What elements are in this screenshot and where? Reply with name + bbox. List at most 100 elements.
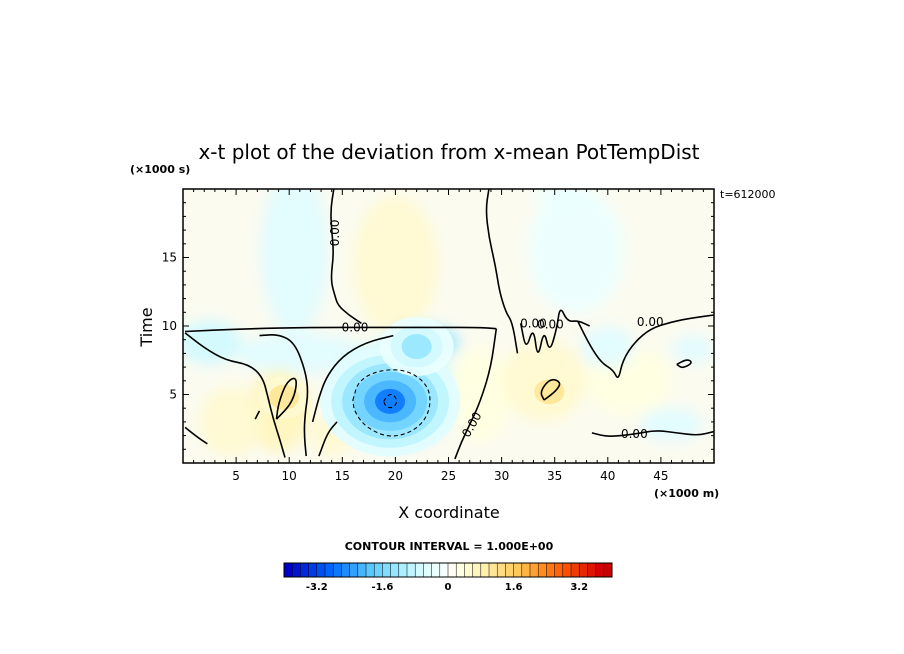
shading-blob <box>528 189 624 313</box>
shading-blob <box>639 408 704 442</box>
zero-contour <box>184 426 208 445</box>
contour-label: 0.00 <box>537 318 564 332</box>
shading-blob <box>581 326 635 368</box>
chart-title: x-t plot of the deviation from x-mean Po… <box>198 140 699 164</box>
y-axis-title: Time <box>137 307 156 347</box>
zero-contour <box>577 314 714 379</box>
colorbar-swatch <box>530 563 539 577</box>
shading-blob <box>671 335 714 363</box>
x-tick-label: 20 <box>388 469 403 483</box>
contour-interval-label: CONTOUR INTERVAL = 1.000E+00 <box>345 540 554 553</box>
negative-contour <box>383 393 398 409</box>
colorbar-swatch <box>341 563 350 577</box>
colorbar-swatch <box>489 563 498 577</box>
axis-tick-labels: 5 10 15 20 25 30 35 40 45 5 10 15 <box>162 251 669 484</box>
colorbar-swatch <box>562 563 572 577</box>
colorbar-swatch <box>374 563 383 577</box>
zero-contour <box>454 328 498 460</box>
colorbar-swatch <box>546 563 555 577</box>
shading-blob <box>236 332 364 374</box>
shading-core <box>401 334 432 360</box>
shading-core <box>268 384 299 410</box>
y-tick-label: 5 <box>169 388 177 402</box>
shading-blob <box>198 387 263 457</box>
colorbar-swatch <box>456 563 465 577</box>
colorbar-swatch <box>587 563 596 577</box>
x-tick-label: 25 <box>441 469 456 483</box>
contour-label: 0.00 <box>328 219 342 246</box>
y-tick-label: 15 <box>162 251 177 265</box>
colorbar-swatch <box>390 563 400 577</box>
colorbar-tick-label: 0 <box>445 582 452 593</box>
colorbar-swatch <box>382 563 391 577</box>
colorbar-swatch <box>603 563 613 577</box>
colorbar-tick-label: -1.6 <box>371 582 393 593</box>
zero-contour <box>259 334 309 457</box>
colorbar-swatch <box>292 563 301 577</box>
colorbar-swatch <box>579 563 588 577</box>
colorbar-tick-label: -3.2 <box>306 582 328 593</box>
shading-blob <box>183 320 242 365</box>
contour-label: 0.00 <box>637 315 664 329</box>
shading-blob <box>448 346 513 443</box>
zero-contour <box>184 332 286 458</box>
zero-contour <box>519 309 591 353</box>
colorbar-swatch <box>300 563 309 577</box>
x-tick-label: 35 <box>547 469 562 483</box>
colorbar-swatch <box>472 563 482 577</box>
colorbar <box>283 562 613 578</box>
shading-blob <box>352 195 438 333</box>
colorbar-frame <box>283 562 613 578</box>
y-unit-label: (×1000 s) <box>130 163 190 176</box>
shading-core <box>375 388 406 414</box>
zero-contour <box>330 189 362 324</box>
contour-label: 0.00 <box>520 316 547 330</box>
y-tick-label: 10 <box>162 319 177 333</box>
shading-core <box>534 379 565 405</box>
colorbar-swatch <box>423 563 432 577</box>
zero-contour <box>275 377 297 420</box>
axis-ticks <box>183 189 714 463</box>
colorbar-swatch <box>284 563 293 577</box>
colorbar-swatch <box>308 563 318 577</box>
colorbar-swatch <box>398 563 408 577</box>
colorbar-swatch <box>464 563 473 577</box>
x-tick-label: 5 <box>232 469 240 483</box>
colorbar-swatch <box>448 563 457 577</box>
x-tick-label: 30 <box>494 469 509 483</box>
zero-contour <box>540 378 561 401</box>
colorbar-swatch <box>439 563 449 577</box>
zero-contour <box>485 189 519 354</box>
colorbar-swatch <box>513 563 523 577</box>
colorbar-swatch <box>595 563 605 577</box>
plot-area: 0.000.000.000.000.00 0.000.00 <box>183 189 714 463</box>
colorbar-swatch <box>480 563 490 577</box>
colorbar-tick-label: 3.2 <box>570 582 588 593</box>
colorbar-tick-labels: -3.2 -1.6 0 1.6 3.2 <box>306 582 588 593</box>
x-tick-label: 10 <box>282 469 297 483</box>
colorbar-tick-label: 1.6 <box>505 582 523 593</box>
colorbar-swatch <box>415 563 424 577</box>
x-tick-label: 15 <box>335 469 350 483</box>
colorbar-swatch <box>325 563 334 577</box>
colorbar-swatch <box>497 563 506 577</box>
zero-contour <box>676 359 692 369</box>
colorbar-swatch <box>431 563 441 577</box>
time-stamp: t=612000 <box>720 188 776 201</box>
colorbar-swatch <box>571 563 580 577</box>
colorbar-swatch <box>554 563 564 577</box>
x-unit-label: (×1000 m) <box>654 487 719 500</box>
colorbar-swatch <box>366 563 375 577</box>
zero-contour <box>591 430 714 437</box>
colorbar-swatch <box>521 563 531 577</box>
zero-contour <box>311 334 394 423</box>
colorbar-swatch <box>357 563 367 577</box>
shading-blob <box>260 189 329 333</box>
colorbar-swatch <box>538 563 547 577</box>
zero-contour <box>318 421 338 457</box>
x-axis-title: X coordinate <box>398 503 499 522</box>
colorbar-swatch <box>333 563 342 577</box>
colorbar-swatch <box>505 563 514 577</box>
colorbar-swatch <box>407 563 416 577</box>
